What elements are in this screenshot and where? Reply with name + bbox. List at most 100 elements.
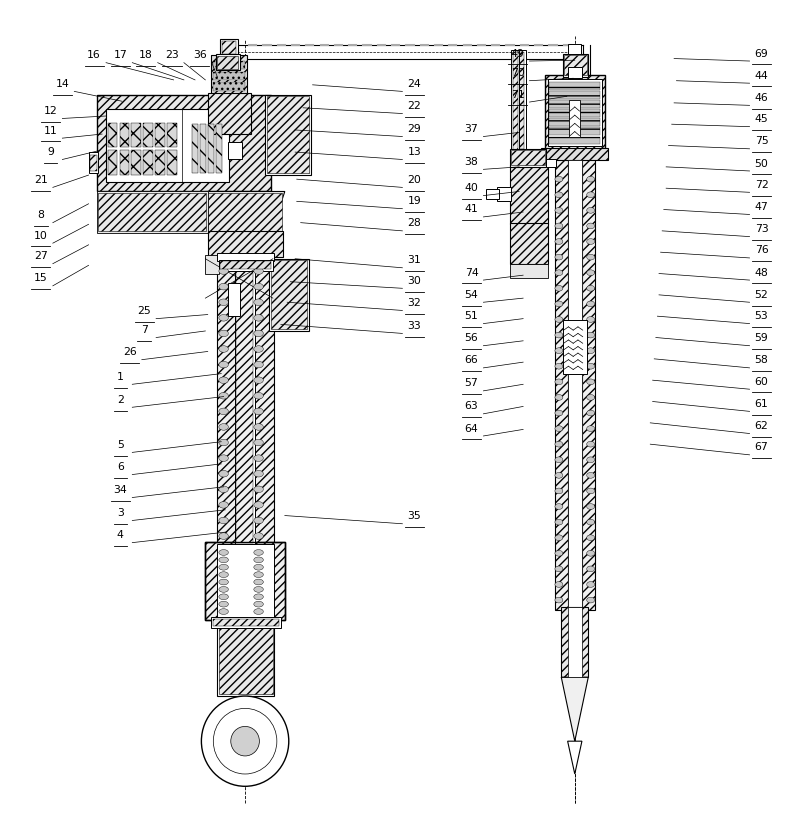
Ellipse shape <box>254 377 263 383</box>
Text: 33: 33 <box>407 321 421 331</box>
Ellipse shape <box>586 332 594 338</box>
Text: 60: 60 <box>754 377 769 387</box>
Circle shape <box>214 709 277 774</box>
Text: 18: 18 <box>139 50 153 60</box>
Ellipse shape <box>555 301 563 306</box>
Text: 51: 51 <box>465 311 478 321</box>
Ellipse shape <box>586 472 594 478</box>
Bar <box>511 150 545 165</box>
Text: 15: 15 <box>34 273 48 283</box>
Text: 35: 35 <box>407 511 421 521</box>
Bar <box>221 261 271 269</box>
Text: 23: 23 <box>165 50 179 60</box>
Ellipse shape <box>219 557 229 563</box>
Bar <box>269 259 309 331</box>
Ellipse shape <box>586 425 594 431</box>
Text: 57: 57 <box>465 378 478 388</box>
Text: 66: 66 <box>465 355 478 365</box>
Ellipse shape <box>586 566 594 572</box>
Bar <box>513 52 518 150</box>
Text: 10: 10 <box>34 230 48 240</box>
Bar <box>271 135 307 167</box>
Bar <box>582 159 594 610</box>
Ellipse shape <box>254 501 263 508</box>
Bar <box>550 127 600 135</box>
Bar <box>221 39 238 55</box>
Bar <box>228 283 239 316</box>
Bar <box>511 50 519 152</box>
Ellipse shape <box>586 395 594 401</box>
Text: 21: 21 <box>34 175 48 185</box>
Ellipse shape <box>219 594 229 600</box>
Polygon shape <box>562 677 588 741</box>
Bar <box>219 628 273 695</box>
Bar <box>143 122 153 147</box>
Ellipse shape <box>555 332 563 338</box>
Ellipse shape <box>219 424 229 430</box>
Ellipse shape <box>219 501 229 508</box>
Ellipse shape <box>254 330 263 337</box>
Ellipse shape <box>254 471 263 477</box>
Text: 45: 45 <box>754 114 768 124</box>
Ellipse shape <box>555 395 563 401</box>
Ellipse shape <box>219 315 229 321</box>
Ellipse shape <box>254 315 263 321</box>
Ellipse shape <box>586 223 594 229</box>
Text: 26: 26 <box>123 347 137 357</box>
Text: 50: 50 <box>754 159 769 169</box>
Ellipse shape <box>219 579 229 585</box>
Bar <box>563 320 586 373</box>
Text: 53: 53 <box>754 311 768 321</box>
Bar <box>568 607 582 677</box>
Ellipse shape <box>254 346 263 352</box>
Ellipse shape <box>586 582 594 587</box>
Ellipse shape <box>586 176 594 182</box>
Bar <box>222 41 236 55</box>
Bar <box>568 160 582 610</box>
Bar <box>218 253 274 261</box>
Bar <box>119 150 129 175</box>
Text: 9: 9 <box>47 147 54 157</box>
Bar <box>214 61 245 69</box>
Ellipse shape <box>555 457 563 463</box>
Text: 48: 48 <box>754 268 768 278</box>
Bar <box>131 150 141 175</box>
Ellipse shape <box>219 268 229 274</box>
Text: 75: 75 <box>754 136 768 146</box>
Ellipse shape <box>586 379 594 385</box>
Ellipse shape <box>586 550 594 556</box>
Ellipse shape <box>555 425 563 431</box>
Text: 7: 7 <box>141 325 148 335</box>
Bar <box>213 619 279 626</box>
Ellipse shape <box>254 594 263 600</box>
Ellipse shape <box>219 439 229 446</box>
Ellipse shape <box>586 597 594 603</box>
Text: 46: 46 <box>754 93 768 103</box>
Ellipse shape <box>254 408 263 415</box>
Bar <box>155 150 165 175</box>
Text: 17: 17 <box>114 50 127 60</box>
Text: 19: 19 <box>407 197 421 206</box>
Polygon shape <box>510 263 548 278</box>
Ellipse shape <box>219 533 229 539</box>
Bar <box>119 122 129 147</box>
Text: 30: 30 <box>407 276 422 286</box>
Text: 58: 58 <box>754 355 768 365</box>
Ellipse shape <box>586 504 594 510</box>
Text: 20: 20 <box>407 175 422 185</box>
Ellipse shape <box>219 361 229 368</box>
Text: 29: 29 <box>407 124 421 134</box>
Ellipse shape <box>254 586 263 592</box>
Ellipse shape <box>254 439 263 446</box>
Bar <box>510 223 548 263</box>
Ellipse shape <box>219 408 229 415</box>
Bar <box>510 149 546 167</box>
Circle shape <box>202 696 289 786</box>
Bar <box>234 255 254 544</box>
Text: 76: 76 <box>754 245 768 255</box>
Ellipse shape <box>219 346 229 352</box>
Text: 13: 13 <box>407 147 421 157</box>
Text: 41: 41 <box>465 205 478 215</box>
Ellipse shape <box>586 457 594 463</box>
Bar <box>228 142 242 159</box>
